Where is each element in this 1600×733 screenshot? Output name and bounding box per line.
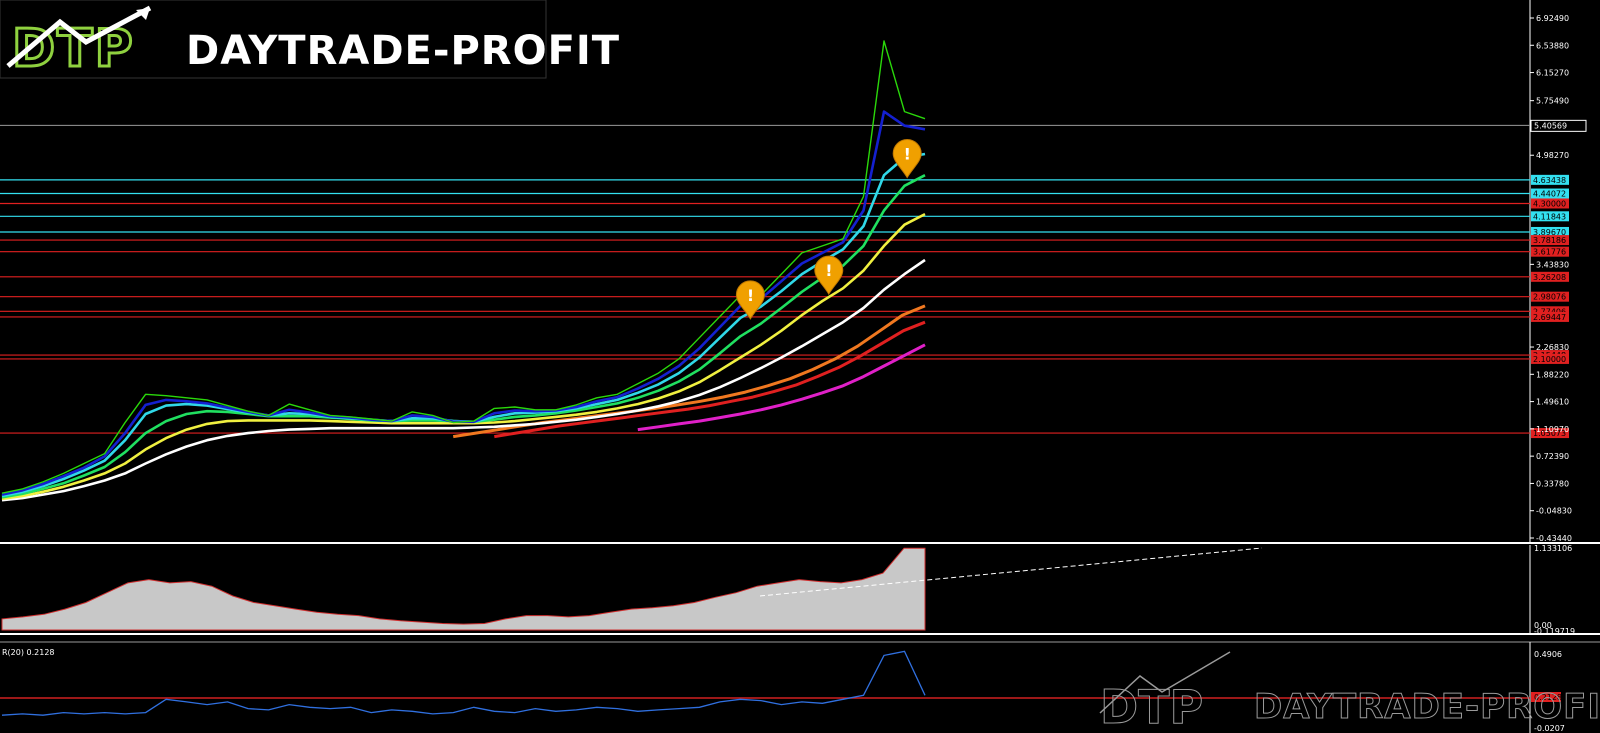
price-level-label: 3.61776 [1533,248,1566,257]
price-tick-label: 2.26830 [1536,343,1569,352]
price-tick-label: 4.98270 [1536,151,1569,160]
price-tick-label: 3.43830 [1536,260,1569,269]
watermark-mark: DTP [1100,680,1203,733]
price-level-tag [1531,211,1569,222]
indicator-axis: 0.4906 0.2128 -0.0207 [1531,650,1565,733]
lower-ma-line-2 [637,343,926,432]
current-price-tag: 5.40569 [1530,119,1587,132]
price-tick-label: 6.15270 [1536,69,1569,78]
price-level-label: 2.69447 [1533,313,1566,322]
alert-marker-icon[interactable]: ! [814,255,844,296]
watermark-arrow-icon [1099,651,1231,714]
volume-tick-label: -0.119719 [1534,627,1575,636]
price-tick-label: 1.49610 [1536,398,1569,407]
price-level-tag [1531,311,1569,322]
indicator-tick-label: -0.0207 [1534,724,1565,733]
price-level-label: 3.78186 [1533,236,1566,245]
price-tick-label: 0.72390 [1536,452,1569,461]
indicator-panel: R(20) 0.2128 0.4906 0.2128 -0.0207 [0,642,1565,733]
logo-name: DAYTRADE-PROFIT [186,28,620,74]
price-level-tag [1531,306,1569,317]
volume-area [1,547,926,631]
volume-panel: 1.133106 0.00-0.119719 [1,544,1575,636]
current-price-label: 5.40569 [1534,121,1567,130]
price-tick-label: -0.04830 [1536,507,1572,516]
price-level-tag [1531,246,1569,257]
price-tick-label: 1.88220 [1536,370,1569,379]
volume-trend-line [759,547,1263,597]
price-level-label: 2.77406 [1533,307,1566,316]
price-level-tag [1531,226,1569,237]
price-level-tag [1531,174,1569,185]
support-resistance-levels: 4.63438 4.44072 4.11843 3.89670 4.30000 3.781… [0,174,1569,439]
price-tick-label: 5.75490 [1536,97,1569,106]
price-level-label: 2.10000 [1533,355,1566,364]
price-tick-label: 1.10970 [1536,425,1569,434]
price-level-label: 4.44072 [1533,190,1566,199]
price-level-tag [1531,188,1569,199]
price-level-tag [1531,291,1569,302]
price-level-tag [1531,428,1569,439]
price-level-label: 2.98076 [1533,293,1566,302]
alert-marker-glyph: ! [747,286,754,305]
price-tick-label: 6.92490 [1536,14,1569,23]
ma-line-4 [1,212,926,501]
brand-logo: DTP DAYTRADE-PROFIT [0,0,620,81]
price-tick-label: 6.53880 [1536,41,1569,50]
price-level-label: 3.26208 [1533,273,1566,282]
price-level-tag [1531,271,1569,282]
price-level-tag [1531,353,1569,364]
indicator-line [1,650,926,716]
indicator-threshold-tag [1531,692,1561,702]
volume-tick-label: 0.00 [1534,621,1552,630]
ma-line-5 [1,258,926,502]
price-level-label: 3.89670 [1533,228,1566,237]
price-level-tag [1531,235,1569,246]
logo-arrowhead-icon [136,8,150,20]
alert-marker-icon[interactable]: ! [735,280,765,320]
price-axis: 6.924906.538806.152705.754905.368804.982… [1530,14,1572,543]
indicator-tick-label: 0.4906 [1534,650,1562,659]
indicator-label: R(20) 0.2128 [2,648,55,657]
alert-markers: !!! [735,139,922,320]
price-tick-label: 0.33780 [1536,479,1569,488]
lower-ma-line-1 [494,320,926,439]
indicator-tick-label: 0.2128 [1534,693,1562,702]
watermark-name: DAYTRADE-PROFIT [1254,687,1600,727]
alert-marker-icon[interactable]: ! [892,139,922,179]
price-tick-label: -0.43440 [1536,534,1572,543]
price-level-label: 1.05073 [1533,429,1566,438]
price-level-label: 4.63438 [1533,176,1566,185]
ma-line-0 [1,40,926,494]
volume-axis: 1.133106 0.00-0.119719 [1534,544,1575,636]
watermark: DTP DAYTRADE-PROFIT [1099,651,1600,733]
price-level-label: 4.30000 [1533,199,1566,208]
volume-tick-label: 1.133106 [1534,544,1572,553]
main-price-panel: 4.63438 4.44072 4.11843 3.89670 4.30000 3.781… [0,0,1587,543]
price-level-tag [1531,198,1569,209]
moving-average-series [1,40,926,502]
alert-marker-glyph: ! [904,145,911,164]
logo-arrow-icon [6,5,152,68]
price-level-label: 4.11843 [1533,212,1566,221]
alert-marker-glyph: ! [825,261,832,280]
